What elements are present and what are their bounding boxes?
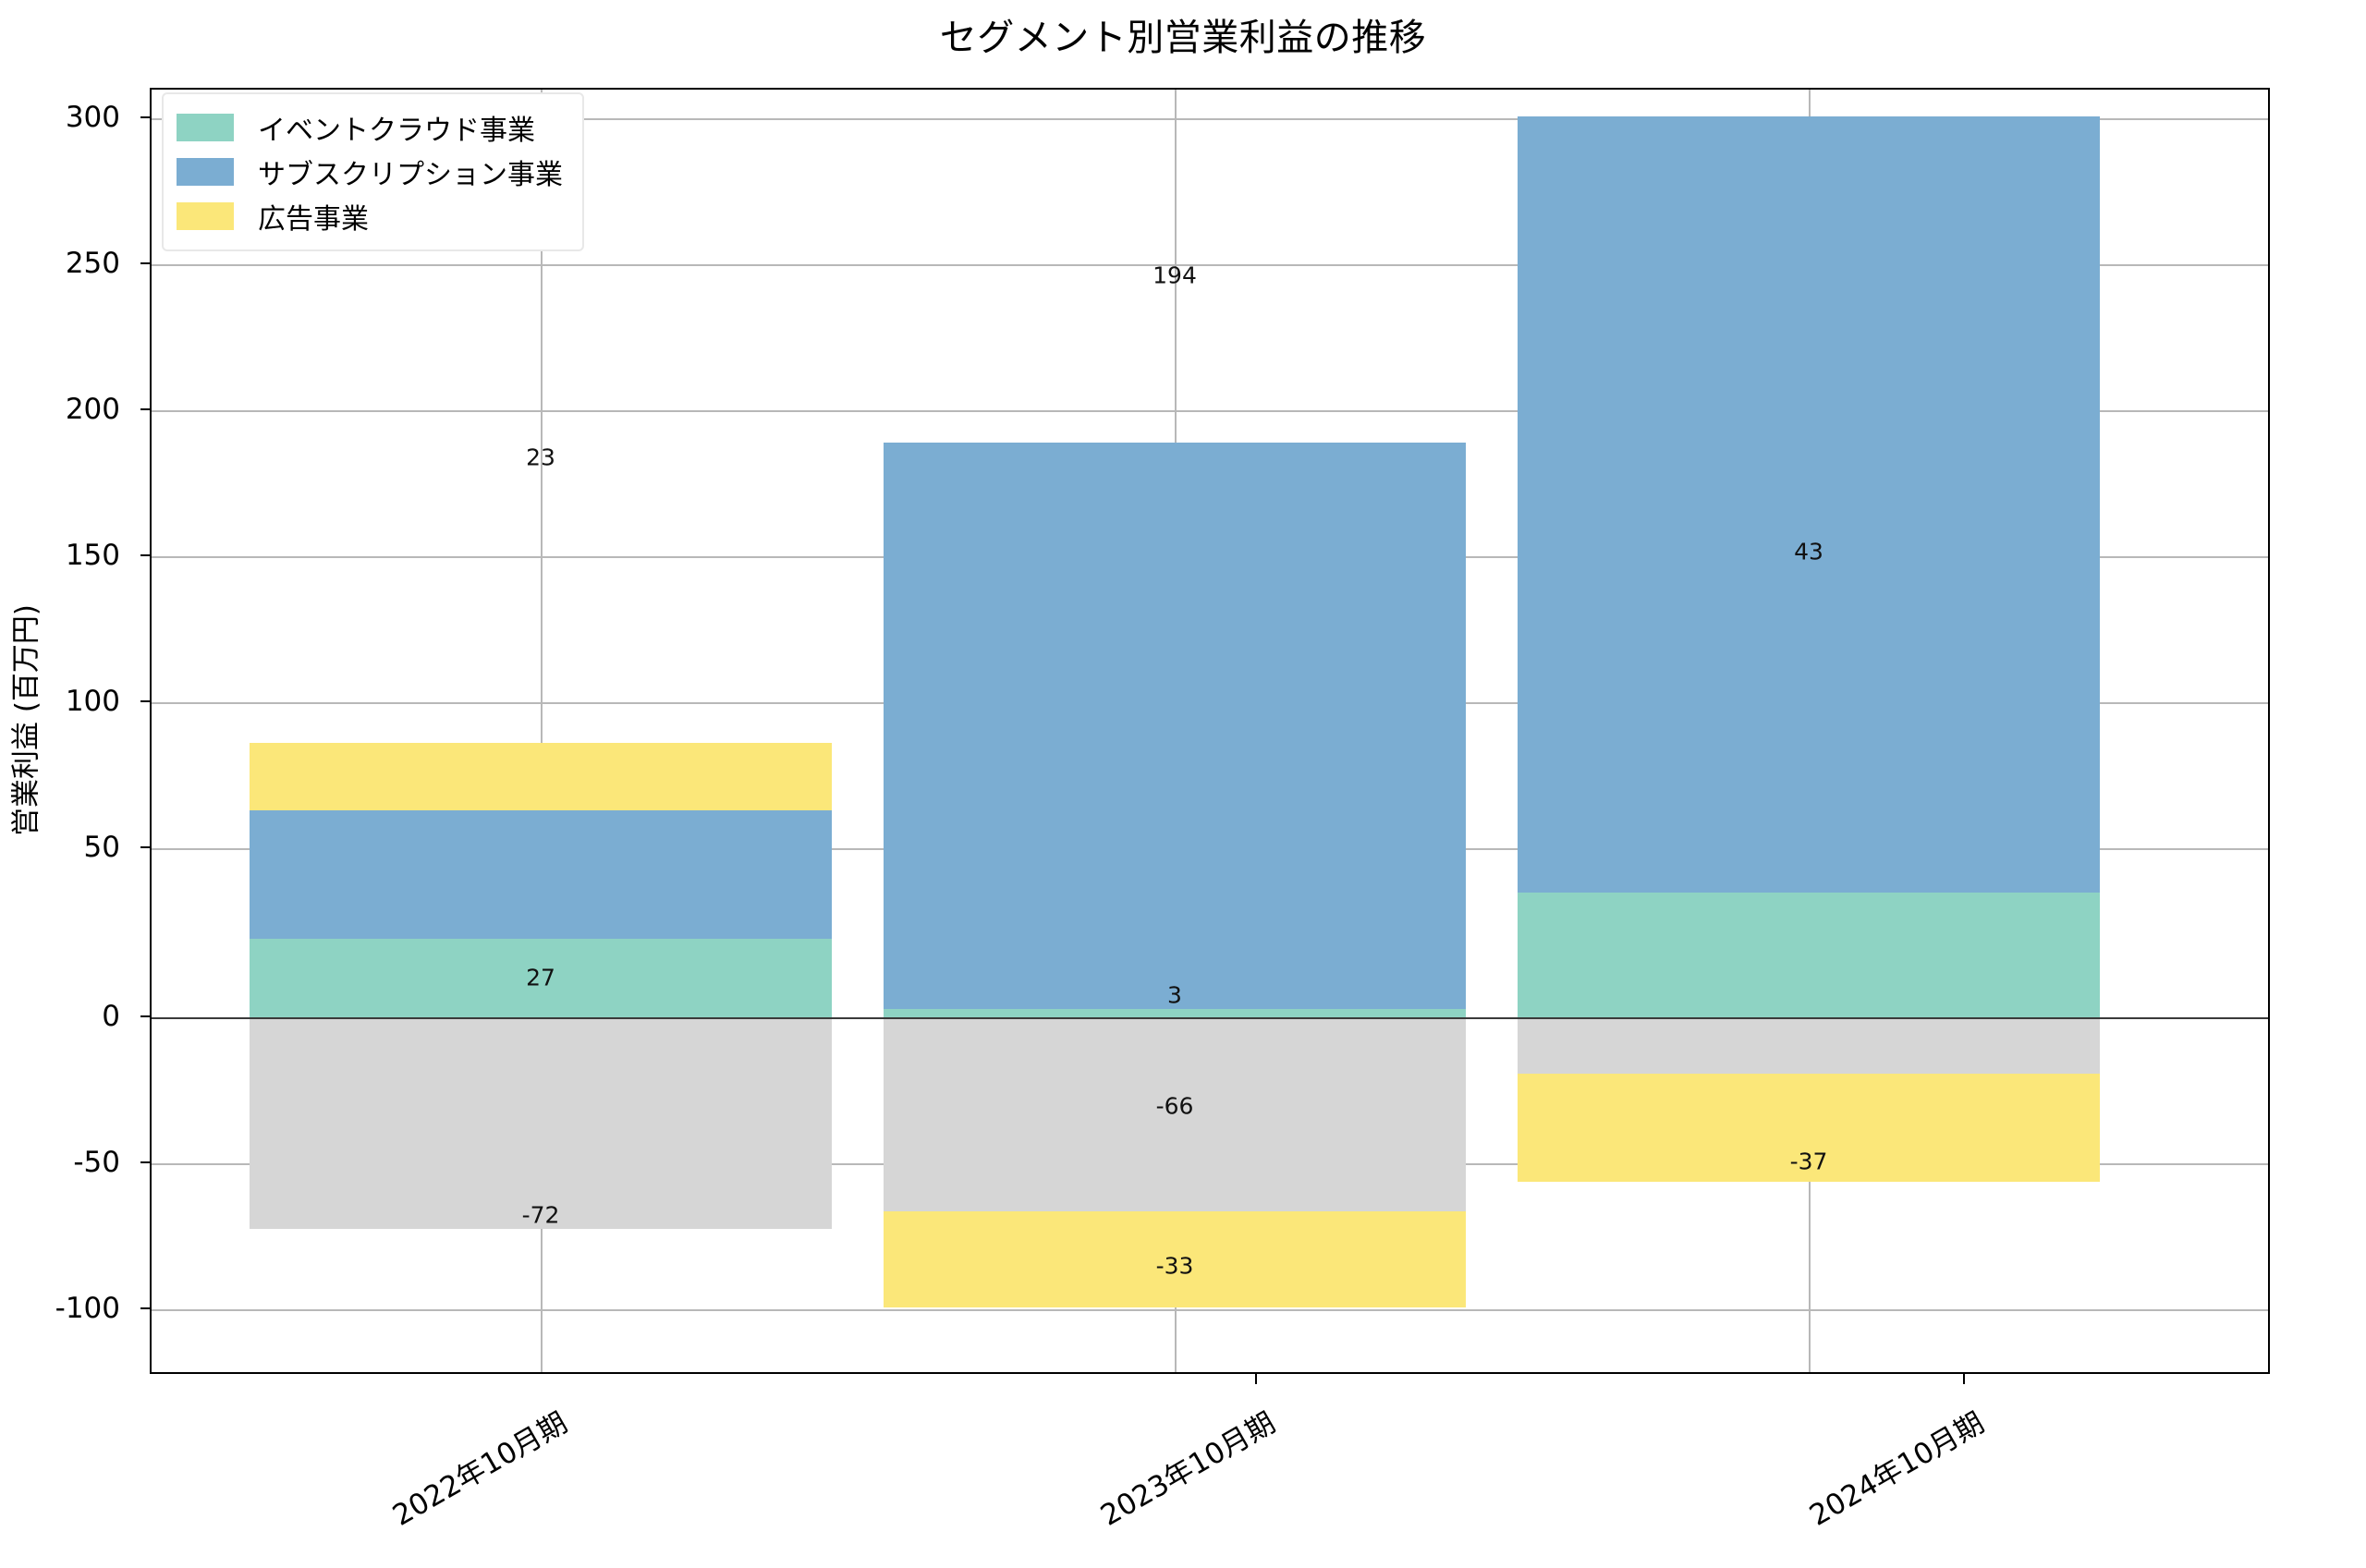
bar-label-2023-subscription: 194 — [1153, 261, 1197, 289]
bar-label-2022-event-cloud: 27 — [526, 964, 555, 991]
bar-label-2024-advertising: -37 — [1789, 1148, 1828, 1175]
legend-item-subscription[interactable]: サブスクリプション事業 — [177, 150, 567, 194]
plot-area: 27 23 -72 194 3 -66 -33 266 43 -37 — [150, 88, 2270, 1374]
y-tick-mark-200 — [140, 408, 150, 410]
gridline-300 — [152, 118, 2268, 120]
gridline-neg100 — [152, 1309, 2268, 1311]
y-tick-label-0: 0 — [102, 1000, 120, 1033]
bar-label-2023-event-cloud: 3 — [1167, 981, 1182, 1009]
y-tick-label-250: 250 — [65, 247, 120, 280]
legend-swatch-advertising — [177, 202, 234, 230]
y-tick-label-100: 100 — [65, 685, 120, 718]
bar-label-2023-advertising: -33 — [1155, 1252, 1194, 1280]
bar-label-2022-other: -72 — [521, 1201, 560, 1229]
y-tick-mark-150 — [140, 554, 150, 556]
x-tick-label-2023: 2023年10月期 — [1094, 1405, 1281, 1533]
y-tick-mark-neg100 — [140, 1307, 150, 1309]
legend-label-subscription: サブスクリプション事業 — [258, 159, 563, 191]
y-tick-label-300: 300 — [65, 101, 120, 134]
legend-label-advertising: 広告事業 — [258, 203, 369, 236]
legend-label-event-cloud: イベントクラウド事業 — [258, 115, 535, 147]
bar-2023-event-cloud[interactable] — [884, 1009, 1466, 1018]
bar-2023-advertising[interactable] — [884, 1211, 1466, 1307]
y-tick-mark-300 — [140, 116, 150, 118]
bar-2024-subscription[interactable] — [1518, 116, 2100, 893]
bar-2024-event-cloud[interactable] — [1518, 893, 2100, 1018]
bar-label-2024-subscription: 266 — [1787, 88, 1831, 90]
x-tick-mark-2022 — [1255, 1374, 1257, 1384]
y-tick-mark-250 — [140, 262, 150, 264]
legend-swatch-event-cloud — [177, 114, 234, 141]
bar-2023-other[interactable] — [884, 1018, 1466, 1211]
x-tick-label-2024: 2024年10月期 — [1803, 1405, 1990, 1533]
y-tick-label-neg100: -100 — [55, 1292, 120, 1325]
y-tick-mark-0 — [140, 1015, 150, 1017]
legend-item-advertising[interactable]: 広告事業 — [177, 194, 567, 238]
zero-line — [152, 1017, 2268, 1019]
gridline-200 — [152, 410, 2268, 412]
legend-swatch-subscription — [177, 158, 234, 186]
y-tick-label-150: 150 — [65, 539, 120, 572]
gridline-cat-2022 — [541, 90, 543, 1372]
bar-2023-subscription[interactable] — [884, 443, 1466, 1009]
x-tick-mark-2023 — [1963, 1374, 1965, 1384]
x-tick-label-2022: 2022年10月期 — [386, 1405, 573, 1533]
y-tick-mark-100 — [140, 700, 150, 702]
bar-label-2024-event-cloud: 43 — [1794, 538, 1823, 565]
bar-2022-advertising[interactable] — [250, 743, 832, 810]
bar-2022-subscription[interactable] — [250, 810, 832, 939]
chart-legend: イベントクラウド事業 サブスクリプション事業 広告事業 — [162, 92, 584, 251]
y-tick-mark-neg50 — [140, 1161, 150, 1163]
bar-label-2023-other: -66 — [1155, 1092, 1194, 1120]
bar-2024-other[interactable] — [1518, 1018, 2100, 1074]
y-tick-label-neg50: -50 — [73, 1146, 120, 1179]
y-tick-mark-50 — [140, 846, 150, 848]
y-tick-label-200: 200 — [65, 393, 120, 426]
bar-label-2022-advertising: 23 — [526, 444, 555, 471]
gridline-250 — [152, 264, 2268, 266]
chart-title: セグメント別営業利益の推移 — [939, 17, 1427, 59]
legend-item-event-cloud[interactable]: イベントクラウド事業 — [177, 105, 567, 150]
y-tick-label-50: 50 — [83, 831, 120, 864]
bar-2024-advertising[interactable] — [1518, 1074, 2100, 1182]
bar-2022-event-cloud[interactable] — [250, 939, 832, 1018]
bar-2022-other[interactable] — [250, 1018, 832, 1229]
